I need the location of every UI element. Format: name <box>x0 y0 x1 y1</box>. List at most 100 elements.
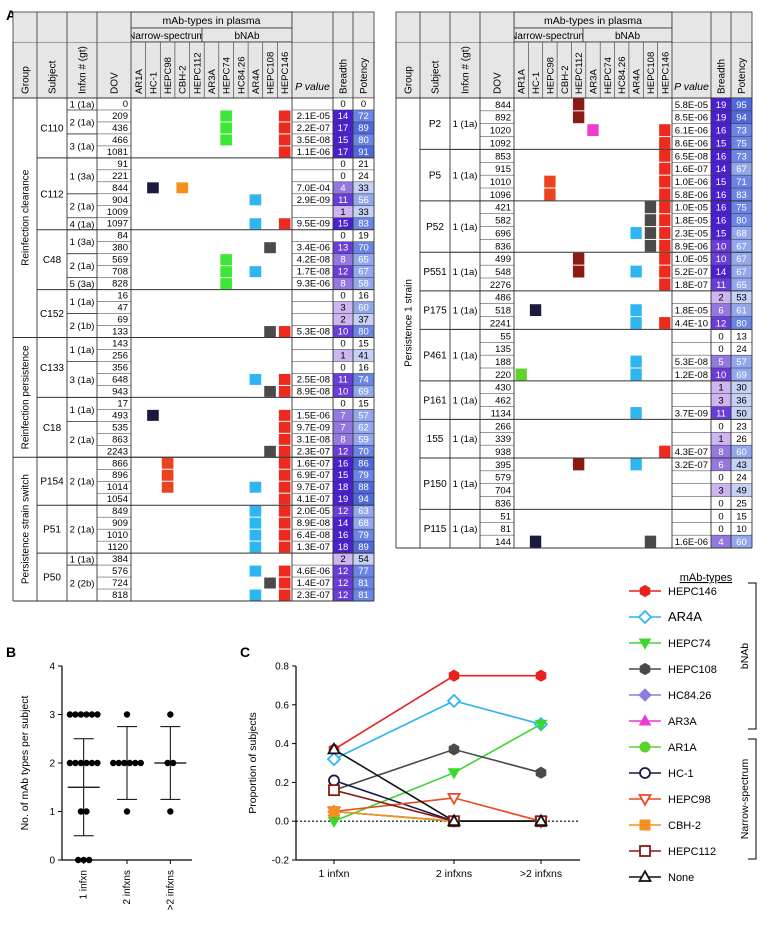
potency-cell <box>731 355 752 368</box>
potency-value: 33 <box>358 207 369 218</box>
potency-value: 94 <box>736 113 747 124</box>
mab-presence-cell <box>278 433 291 445</box>
dov-cell: 535 <box>112 422 128 433</box>
panel-c-x-tick-label: 2 infxns <box>436 868 472 880</box>
breadth-cell <box>333 445 353 458</box>
panel-b-point <box>83 759 90 767</box>
potency-value: 65 <box>358 255 369 266</box>
panel-b-point <box>85 856 93 864</box>
breadth-cell <box>711 98 731 111</box>
breadth-cell <box>333 217 353 230</box>
potency-value: 77 <box>358 566 369 577</box>
potency-value: 80 <box>736 318 747 329</box>
narrow-header-label: Narrow-spectrum <box>510 31 587 42</box>
breadth-cell <box>333 253 353 266</box>
legend-title: mAb-types <box>680 572 733 584</box>
dov-cell: 1092 <box>490 138 511 149</box>
potency-cell <box>731 290 752 304</box>
breadth-value: 0 <box>340 171 345 182</box>
potency-cell <box>353 529 374 542</box>
panel-b-point <box>88 759 96 767</box>
potency-value: 16 <box>358 362 369 373</box>
potency-cell <box>353 229 374 242</box>
infxn-cell: 2 (1a) <box>70 201 95 212</box>
breadth-cell <box>711 432 731 446</box>
potency-cell <box>353 289 374 302</box>
legend-marker <box>638 638 652 650</box>
breadth-value: 0 <box>340 339 345 350</box>
breadth-value: 15 <box>716 177 727 188</box>
potency-value: 60 <box>736 447 747 458</box>
breadth-cell <box>333 193 353 206</box>
pvalue-cell: 1.8E-05 <box>675 216 708 227</box>
potency-cell <box>731 213 752 227</box>
breadth-value: 14 <box>716 267 727 278</box>
mab-column-header: CBH-2 <box>560 65 571 94</box>
subject-cell: C152 <box>40 309 64 320</box>
potency-value: 75 <box>736 203 747 214</box>
panel-b-point <box>123 711 131 718</box>
pvalue-cell: 2.3E-05 <box>675 228 708 239</box>
panel-c-series-line <box>333 674 541 751</box>
subject-cell: P461 <box>423 351 447 362</box>
pvalue-cell: 9.5E-09 <box>297 219 330 230</box>
breadth-cell <box>333 301 353 314</box>
potency-value: 71 <box>736 177 747 188</box>
potency-cell <box>353 505 374 518</box>
potency-cell <box>353 193 374 206</box>
dov-cell: 836 <box>495 241 511 252</box>
pvalue-cell: 9.7E-09 <box>297 422 330 433</box>
potency-cell <box>353 517 374 530</box>
breadth-value: 15 <box>716 138 727 149</box>
potency-value: 80 <box>358 135 369 146</box>
mab-presence-cell <box>278 493 291 505</box>
subject-cell: P115 <box>424 524 447 535</box>
legend-label: AR4A <box>668 609 702 624</box>
dov-cell: 849 <box>112 506 128 517</box>
breadth-cell <box>333 565 353 578</box>
mab-presence-cell <box>249 517 262 529</box>
breadth-cell <box>333 277 353 290</box>
potency-value: 10 <box>736 524 747 535</box>
mab-presence-cell <box>644 201 657 214</box>
header-border <box>12 11 375 99</box>
legend-marker <box>639 584 651 598</box>
panel-b-y-tick-label: 1 <box>49 807 55 818</box>
mab-column-header: CBH-2 <box>178 65 189 94</box>
potency-value: 94 <box>358 494 369 505</box>
panel-b-y-tick-label: 3 <box>49 710 55 721</box>
potency-value: 72 <box>358 111 369 122</box>
mab-presence-cell <box>147 182 159 194</box>
dov-cell: 909 <box>112 518 128 529</box>
infxn-cell: 1 (1a) <box>453 119 478 130</box>
panel-c-point <box>328 774 340 787</box>
breadth-cell <box>711 329 731 343</box>
panel-c-series-line <box>333 748 542 791</box>
legend-marker <box>637 794 653 807</box>
subject-cell: P52 <box>426 222 444 233</box>
header-border <box>395 11 753 99</box>
legend-marker <box>639 819 651 831</box>
pvalue-cell: 2.9E-09 <box>297 195 330 206</box>
mab-column-header: HEPC112 <box>192 52 203 94</box>
mab-presence-cell <box>587 124 599 137</box>
potency-cell <box>353 433 374 446</box>
potency-cell <box>353 565 374 578</box>
dov-cell: 943 <box>112 386 128 397</box>
potency-value: 70 <box>358 243 369 254</box>
breadth-cell <box>333 433 353 446</box>
infxn-cell: 1 (3a) <box>70 171 95 182</box>
dov-cell: 384 <box>112 554 128 565</box>
legend-label: HC84.26 <box>668 690 711 702</box>
infxn-cell: 2 (1a) <box>70 477 95 488</box>
mab-presence-cell <box>249 373 262 385</box>
breadth-cell <box>333 337 353 350</box>
breadth-cell <box>711 355 731 368</box>
legend-marker <box>637 869 653 882</box>
pvalue-cell: 1.3E-07 <box>297 542 330 553</box>
mab-presence-cell <box>544 175 556 188</box>
panel-c-point <box>448 669 460 682</box>
potency-cell <box>731 380 752 394</box>
potency-value: 59 <box>358 434 369 445</box>
dov-cell: 55 <box>500 331 511 342</box>
